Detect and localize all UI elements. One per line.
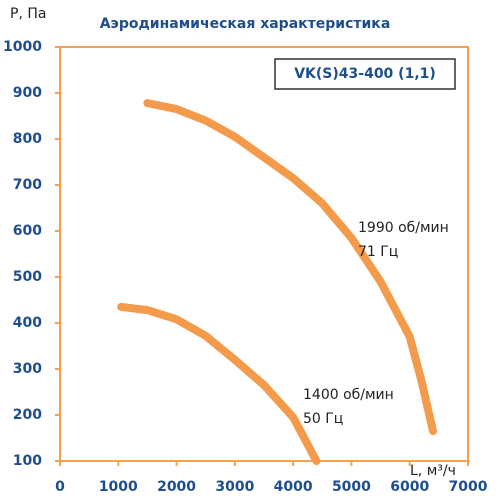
x-tick-label: 6000 xyxy=(390,479,429,495)
y-tick-label: 700 xyxy=(13,177,42,193)
x-tick-label: 2000 xyxy=(157,479,196,495)
y-tick-label: 800 xyxy=(13,131,42,147)
curve xyxy=(117,302,321,465)
curve-sublabel: 50 Гц xyxy=(303,411,343,427)
chart-title: Аэродинамическая характеристика xyxy=(100,16,391,32)
x-tick-label: 5000 xyxy=(332,479,371,495)
y-tick-label: 600 xyxy=(13,223,42,239)
y-tick-label: 500 xyxy=(13,269,42,285)
x-tick-label: 7000 xyxy=(449,479,488,495)
curve-sublabel: 71 Гц xyxy=(358,244,398,260)
curve-label: 1400 об/мин xyxy=(303,387,394,403)
y-tick-label: 200 xyxy=(13,407,42,423)
y-tick-label: 400 xyxy=(13,315,42,331)
x-tick-label: 3000 xyxy=(215,479,254,495)
y-tick-label: 300 xyxy=(13,361,42,377)
plot-frame xyxy=(59,46,469,462)
x-axis-label: L, м³/ч xyxy=(410,463,456,479)
legend-box-text: VK(S)43-400 (1,1) xyxy=(294,66,436,82)
legend-box xyxy=(274,58,456,90)
curve-label: 1990 об/мин xyxy=(358,220,449,236)
x-tick-label: 1000 xyxy=(99,479,138,495)
y-axis-label: P, Па xyxy=(10,6,46,22)
x-tick-label: 4000 xyxy=(274,479,313,495)
x-tick-label: 0 xyxy=(55,479,65,495)
curve xyxy=(143,99,438,436)
y-tick-label: 100 xyxy=(13,453,42,469)
y-tick-label: 900 xyxy=(13,85,42,101)
y-tick-label: 1000 xyxy=(3,39,42,55)
